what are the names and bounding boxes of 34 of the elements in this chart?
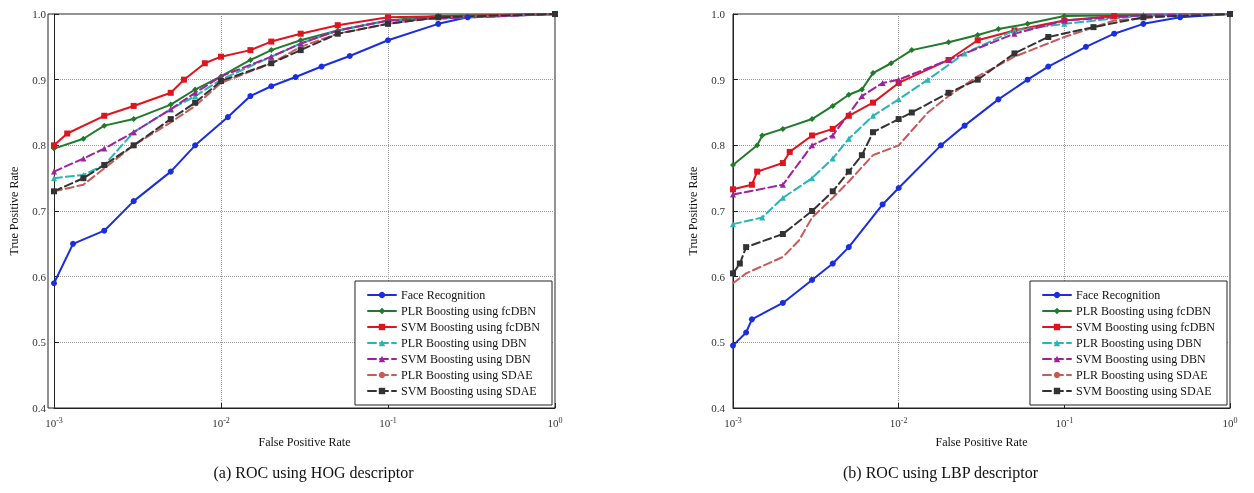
legend-label: PLR Boosting using fcDBN [400, 304, 537, 318]
legend-label: SVM Boosting using fcDBN [1075, 320, 1216, 334]
x-axis-title: False Positive Rate [258, 435, 351, 449]
y-tick-label: 0.6 [711, 270, 726, 283]
y-tick-label: 0.4 [32, 402, 47, 414]
legend-label: PLR Boosting using SDAE [400, 368, 533, 382]
y-tick-label: 0.8 [711, 139, 726, 152]
legend-label: PLR Boosting using DBN [400, 336, 528, 350]
y-tick-label: 1.0 [711, 8, 726, 20]
legend-label: SVM Boosting using DBN [1075, 352, 1207, 366]
y-tick-label: 0.9 [32, 73, 47, 86]
text: (a) ROC using HOG descriptor [213, 463, 415, 482]
y-tick-label: 0.4 [711, 402, 726, 414]
y-tick-label: 0.7 [32, 205, 47, 217]
legend-label: Face Recognition [1075, 288, 1161, 302]
y-tick-label: 0.8 [32, 139, 47, 152]
legend-label: PLR Boosting using SDAE [1075, 368, 1208, 382]
legend-label: Face Recognition [400, 288, 486, 302]
y-tick-label: 1.0 [32, 8, 47, 20]
y-axis-title: True Positive Rate [7, 166, 21, 256]
y-tick-label: 0.5 [32, 336, 47, 349]
legend-label: PLR Boosting using fcDBN [1075, 304, 1212, 318]
y-tick-label: 0.7 [711, 205, 726, 217]
x-axis-title: False Positive Rate [935, 435, 1028, 449]
y-axis-title: True Positive Rate [686, 166, 700, 256]
y-tick-label: 0.6 [32, 270, 47, 283]
legend-label: SVM Boosting using DBN [400, 352, 532, 366]
text: (b) ROC using LBP descriptor [843, 463, 1039, 482]
legend-label: SVM Boosting using SDAE [400, 384, 537, 398]
legend-label: SVM Boosting using SDAE [1075, 384, 1212, 398]
legend-label: SVM Boosting using fcDBN [400, 320, 541, 334]
y-tick-label: 0.5 [711, 336, 726, 349]
y-tick-label: 0.9 [711, 73, 726, 86]
legend-label: PLR Boosting using DBN [1075, 336, 1203, 350]
